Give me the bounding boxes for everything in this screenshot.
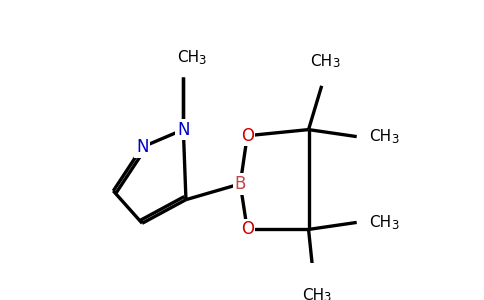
Text: CH: CH [369,129,392,144]
Text: N: N [136,138,149,156]
Text: CH: CH [369,215,392,230]
Text: CH: CH [302,288,324,300]
Text: 3: 3 [391,218,398,232]
Text: 3: 3 [332,57,339,70]
Text: CH: CH [311,54,333,69]
Text: 3: 3 [391,133,398,146]
Text: O: O [241,127,254,145]
Text: 3: 3 [198,54,205,67]
Text: CH: CH [177,50,199,65]
Text: N: N [177,121,190,139]
Text: B: B [235,175,246,193]
Text: O: O [241,220,254,238]
Text: 3: 3 [323,291,331,300]
